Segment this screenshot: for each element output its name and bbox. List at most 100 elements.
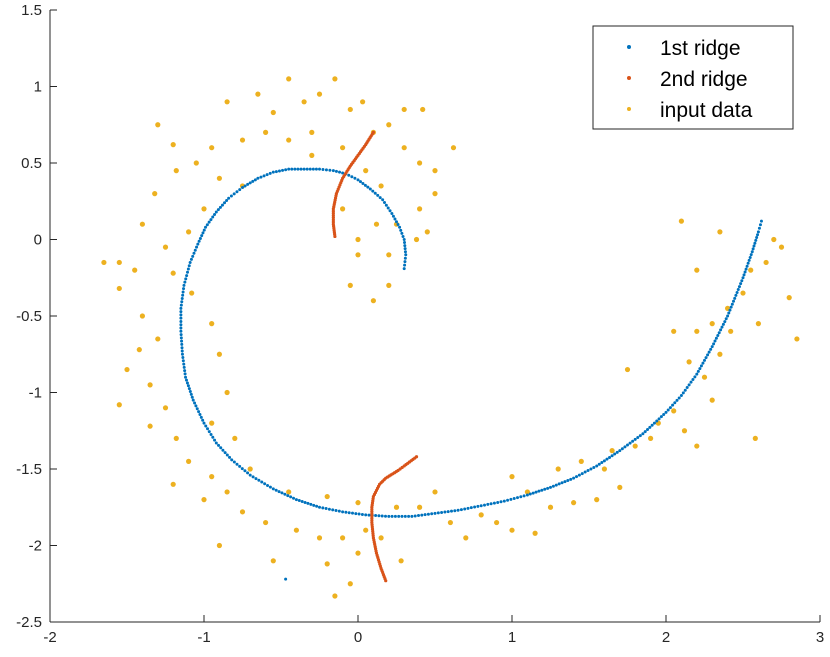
ridge1-point: [595, 464, 599, 468]
ridge1-point: [496, 500, 500, 504]
input-data-point: [347, 106, 353, 113]
ridge1-point: [714, 336, 718, 340]
ridge1-point: [341, 510, 345, 514]
input-data-point: [255, 91, 261, 97]
input-data-point: [671, 408, 677, 414]
ridge1-point: [311, 167, 315, 171]
ridge1-point: [180, 352, 184, 356]
ridge1-point: [187, 387, 191, 391]
input-data-point: [717, 229, 723, 235]
ridge1-point: [254, 477, 258, 481]
ridge1-point: [756, 230, 760, 234]
ridge1-point: [374, 514, 378, 518]
ridge1-point: [631, 439, 635, 443]
ridge1-point: [659, 415, 663, 419]
y-tick-label: -2: [29, 538, 42, 555]
ridge1-point: [371, 189, 375, 193]
y-tick-label: 0.5: [21, 155, 42, 172]
ridge1-point: [338, 170, 342, 174]
ridge1-point: [179, 329, 183, 333]
input-data-point: [398, 558, 404, 564]
input-data-point: [193, 160, 199, 166]
ridge1-point: [209, 218, 213, 222]
ridge1-point: [469, 506, 473, 510]
ridge1-point: [732, 299, 736, 303]
ridge1-point: [423, 513, 427, 517]
ticks: -2 -1 0 1 2 31.510.50-0.5-1-1.5-2-2.5: [16, 2, 824, 646]
ridge1-point: [506, 498, 510, 502]
ridge1-point: [181, 293, 185, 297]
input-data-point: [340, 535, 346, 541]
ridge1-point: [251, 475, 255, 479]
ridge1-point: [712, 342, 716, 346]
ridge1-point: [420, 513, 424, 517]
ridge1-point: [742, 273, 746, 277]
input-data-point: [463, 535, 469, 541]
ridge1-point: [358, 180, 362, 184]
ridge1-point: [347, 511, 351, 515]
input-data-point: [324, 493, 330, 500]
ridge1-point: [193, 248, 197, 252]
input-data-point: [594, 497, 600, 503]
input-data-point: [147, 423, 153, 429]
input-data-point: [694, 328, 700, 334]
input-data-point: [224, 99, 230, 105]
ridge1-point: [443, 510, 447, 514]
input-data-point: [155, 336, 161, 342]
ridge1-point: [403, 244, 407, 248]
ridge1-point: [280, 491, 284, 495]
y-tick-label: -1: [29, 385, 42, 402]
ridge1-point: [734, 293, 738, 297]
ridge1-point: [719, 328, 723, 332]
ridge1-point: [655, 419, 659, 423]
ridge1-point: [182, 362, 186, 366]
ridge1-point: [727, 311, 731, 315]
ridge1-point: [297, 499, 301, 503]
input-data-point: [378, 183, 384, 189]
input-data-point: [478, 512, 484, 518]
ridge1-point: [197, 239, 201, 243]
input-data-point: [532, 530, 538, 536]
ridge1-point: [182, 365, 186, 369]
ridge1-point: [396, 223, 400, 227]
ridge1-point: [268, 171, 272, 175]
y-tick-label: 1.5: [21, 2, 42, 19]
ridge1-point: [204, 424, 208, 428]
ridge1-point: [183, 372, 187, 376]
ridge1-point: [189, 257, 193, 261]
ridge1-point: [577, 473, 581, 477]
ridge1-point: [334, 509, 338, 513]
input-data-point: [186, 229, 192, 235]
ridge1-point: [256, 176, 260, 180]
ridge1-point: [400, 514, 404, 518]
ridge1-point: [687, 383, 691, 387]
ridge1-point: [728, 308, 732, 312]
ridge2-point: [370, 510, 374, 514]
ridge1-point: [287, 167, 291, 171]
ridge1-point: [262, 174, 266, 178]
ridge1-point: [248, 473, 252, 477]
ridge1-point: [402, 267, 406, 271]
input-data-point: [139, 221, 145, 227]
input-data-point: [794, 336, 800, 342]
input-data-point: [186, 458, 192, 464]
ridge1-point: [390, 211, 394, 215]
input-data-point: [755, 321, 762, 327]
ridge1-point: [646, 428, 650, 432]
ridge1-point: [384, 203, 388, 207]
ridge1-point: [393, 514, 397, 518]
ridge1-point: [235, 462, 239, 466]
ridge1-point: [195, 407, 199, 411]
ridge1-point: [512, 497, 516, 501]
ridge1-point: [643, 430, 647, 434]
ridge1-point: [752, 244, 756, 248]
ridge1-point: [366, 185, 370, 189]
ridge1-point: [492, 501, 496, 505]
ridge1-point: [274, 488, 278, 492]
ridge1-point: [328, 168, 332, 172]
ridge1-point: [302, 167, 306, 171]
input-data-point: [740, 290, 746, 296]
input-data-point: [147, 382, 153, 388]
input-data-point: [309, 129, 315, 135]
ridge1-point: [557, 482, 561, 486]
